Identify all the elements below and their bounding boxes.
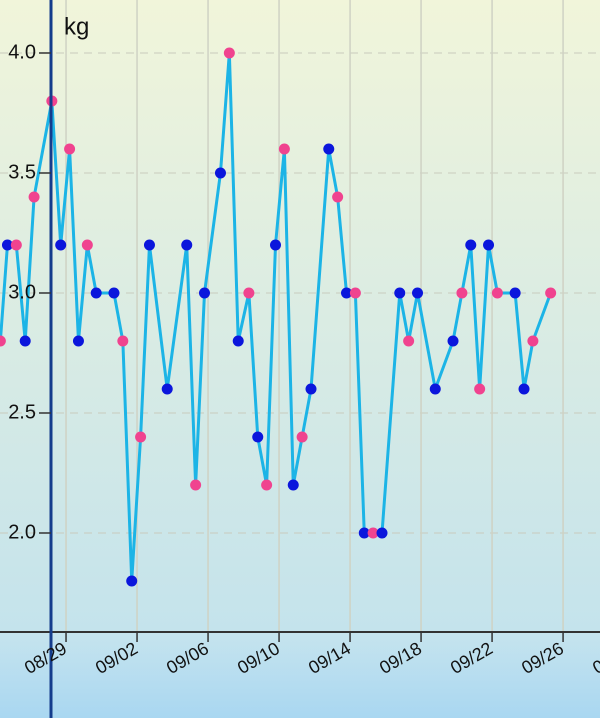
y-tick-label: 3.5 (8, 161, 36, 183)
data-point (214, 167, 226, 179)
data-point (72, 335, 84, 347)
y-tick-label: 4.0 (8, 41, 36, 63)
data-point (296, 431, 308, 443)
data-point (117, 335, 129, 347)
data-point (0, 335, 6, 347)
data-point (332, 191, 344, 203)
data-point (28, 191, 40, 203)
data-point (126, 575, 138, 587)
data-point (161, 383, 173, 395)
data-point (198, 287, 210, 299)
data-point (465, 239, 477, 251)
y-tick-label: 3.0 (8, 281, 36, 303)
data-point (394, 287, 406, 299)
data-point (270, 239, 282, 251)
axis-background (0, 632, 600, 718)
data-point (252, 431, 264, 443)
data-point (376, 527, 388, 539)
data-point (90, 287, 102, 299)
data-point (19, 335, 31, 347)
data-point (143, 239, 155, 251)
data-point (358, 527, 370, 539)
data-point (81, 239, 93, 251)
data-line (0, 51, 553, 583)
data-point (181, 239, 193, 251)
y-tick-label: 2.0 (8, 521, 36, 543)
data-point (190, 479, 202, 491)
y-axis-unit: kg (64, 13, 89, 40)
data-point (509, 287, 521, 299)
data-point (456, 287, 468, 299)
data-point (55, 239, 67, 251)
data-point (429, 383, 441, 395)
data-point (491, 287, 503, 299)
data-point (261, 479, 273, 491)
data-point (10, 239, 22, 251)
data-point (243, 287, 255, 299)
data-point (223, 47, 235, 59)
data-point (527, 335, 539, 347)
data-point (518, 383, 530, 395)
data-point (108, 287, 120, 299)
data-point (287, 479, 299, 491)
data-point (447, 335, 459, 347)
data-point (474, 383, 486, 395)
data-point (323, 143, 335, 155)
data-point (135, 431, 147, 443)
y-tick-label: 2.5 (8, 401, 36, 423)
data-point (412, 287, 424, 299)
data-point (483, 239, 495, 251)
data-point (367, 527, 379, 539)
plot-background (0, 0, 600, 632)
data-point (545, 287, 557, 299)
data-point (1, 239, 13, 251)
data-point (403, 335, 415, 347)
data-point (305, 383, 317, 395)
data-point (278, 143, 290, 155)
data-point (349, 287, 361, 299)
data-point (232, 335, 244, 347)
data-point (341, 287, 353, 299)
x-tick-label: 09/30 (589, 638, 600, 678)
data-point (64, 143, 76, 155)
